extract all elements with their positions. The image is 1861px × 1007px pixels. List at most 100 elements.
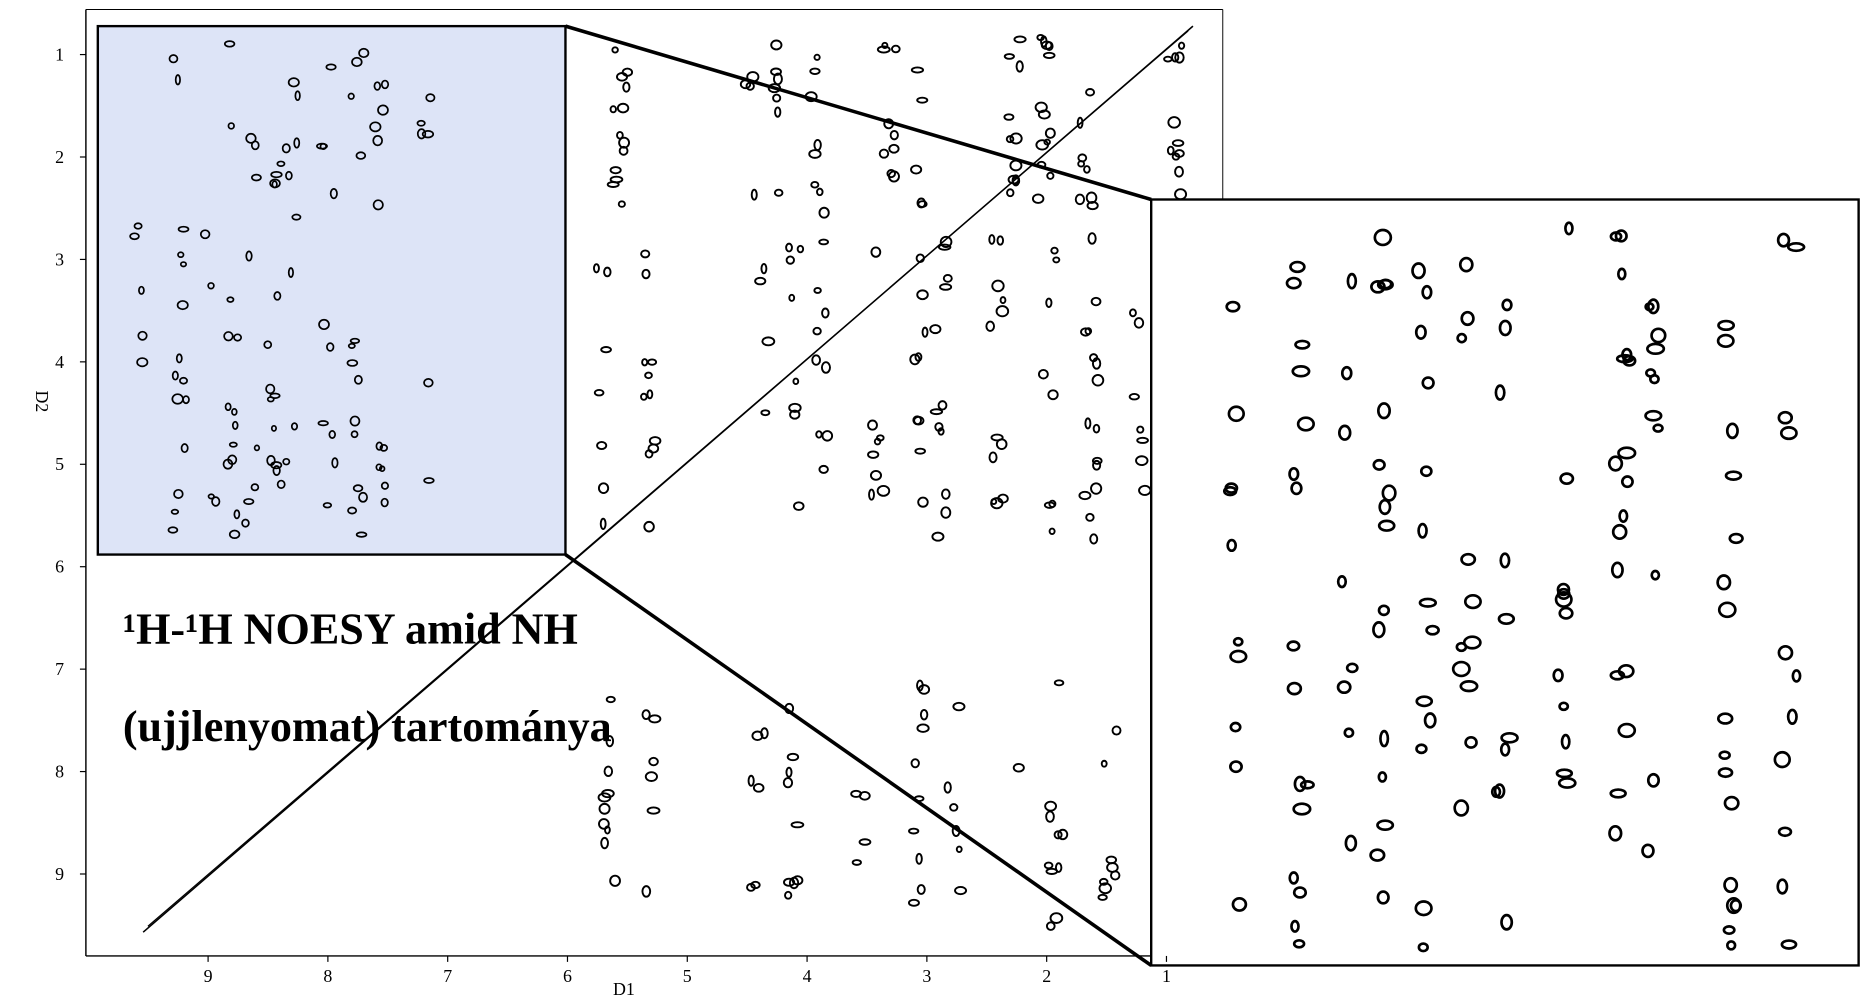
peak [1609,788,1627,799]
peak [1077,160,1086,168]
peak [929,408,944,416]
peak [1177,41,1186,50]
peak [908,827,920,835]
peak [207,493,215,500]
zoom-connector [564,553,1153,967]
peak [1299,780,1315,790]
peak [1042,51,1056,59]
peak [222,458,234,470]
peak [266,454,276,467]
peak [604,825,611,835]
peak [423,378,434,388]
peak [921,326,929,338]
peak [1777,644,1794,661]
peak [785,242,793,253]
peak [1372,621,1386,639]
peak [138,285,145,295]
peak [1556,587,1571,600]
peak [1717,319,1736,332]
peak [618,145,629,156]
peak [868,488,875,501]
peak [245,132,257,144]
peak [644,371,653,380]
y-tick-label: 1 [55,45,64,65]
peak [952,701,966,712]
peak [1650,569,1661,581]
peak [1370,279,1386,294]
peak [647,443,660,454]
peak [1135,455,1149,467]
peak [792,377,800,386]
peak [761,336,776,347]
peak [379,444,389,452]
peak [1777,410,1794,425]
peak [1417,942,1429,953]
peak [1098,882,1113,895]
peak [211,496,221,507]
peak [1716,333,1735,349]
peak [1500,731,1519,744]
peak [609,874,621,887]
peak [1045,867,1059,875]
peak [1292,938,1306,949]
peak [1614,229,1628,243]
peak [988,451,998,464]
peak [931,531,945,542]
peaks [593,33,1188,931]
peak [1378,498,1392,516]
peak [878,148,890,159]
peak [793,501,805,511]
peak [137,330,148,341]
peak [1717,601,1737,619]
peak [1085,88,1096,97]
peak [816,187,824,197]
peak [1377,519,1396,532]
peak [1225,300,1241,313]
peak [1560,733,1571,750]
peak [1552,668,1564,683]
peak [918,684,931,695]
peak [331,457,339,469]
peak [1494,384,1506,401]
peak [990,433,1004,442]
peak [347,342,356,349]
peak [1722,925,1736,935]
peak [646,806,661,815]
peak [1425,624,1440,636]
peak [276,160,286,167]
peak [1229,649,1248,664]
peak [760,409,771,417]
peak [1716,574,1732,591]
x-tick-label: 7 [443,966,452,986]
peak [600,836,609,850]
peak [369,121,382,133]
peak [375,463,383,472]
peak [241,518,250,528]
peak [223,331,234,342]
peak [940,506,952,519]
peak [373,81,382,91]
x-tick-label: 9 [204,966,213,986]
peak [1089,533,1099,545]
y-tick-label: 6 [55,557,64,577]
peak [601,788,615,799]
peak [643,520,655,533]
peak [346,359,359,367]
peak [180,443,189,454]
peak [646,389,654,400]
peak [747,774,755,787]
peak [1725,422,1739,440]
peak [813,138,822,152]
peak [1163,55,1173,63]
peak [291,213,302,221]
peak [372,199,384,211]
peak [818,238,830,246]
peak [598,818,610,830]
peak [233,509,241,520]
peak [276,479,286,489]
peak [265,383,276,395]
peak [641,358,649,367]
peak [177,225,190,233]
peak [226,296,235,303]
peak [1725,940,1737,951]
